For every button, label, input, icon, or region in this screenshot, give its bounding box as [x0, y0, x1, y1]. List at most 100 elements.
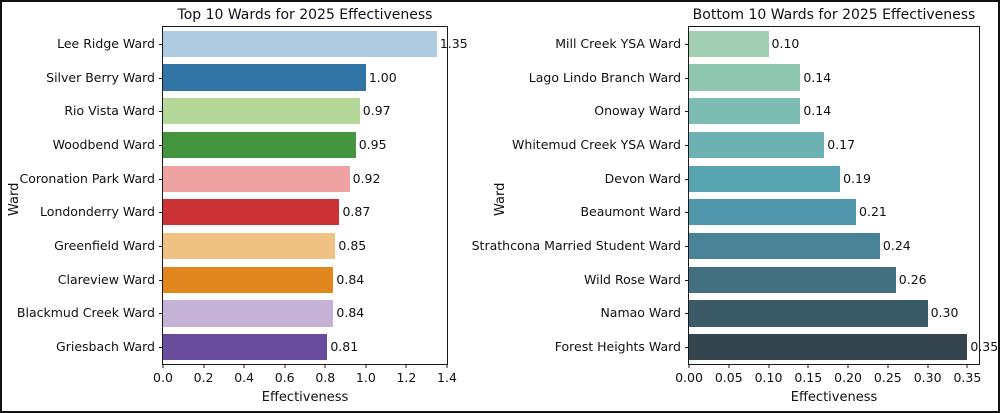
x-tick-label: 0.15 [794, 370, 823, 385]
y-tick-mark [685, 144, 689, 146]
y-tick-label: Forest Heights Ward [554, 339, 681, 355]
y-tick-label: Clareview Ward [57, 271, 155, 287]
x-tick-mark [446, 364, 448, 368]
y-tick-mark [159, 279, 163, 281]
bar [689, 266, 896, 293]
bar-value-label: 0.17 [827, 136, 856, 152]
y-tick-mark [159, 246, 163, 248]
bar-value-label: 0.84 [336, 271, 365, 287]
y-tick-mark [159, 77, 163, 79]
x-tick-mark [405, 364, 407, 368]
bar [689, 232, 880, 260]
bar [163, 232, 336, 260]
bar-value-label: 0.26 [898, 271, 927, 287]
x-tick-mark [688, 364, 690, 368]
y-tick-mark [159, 144, 163, 146]
y-tick-label: Devon Ward [604, 170, 681, 186]
bar [689, 131, 825, 159]
bar-value-label: 0.35 [970, 339, 999, 355]
x-tick-mark [966, 364, 968, 368]
y-tick-mark [685, 246, 689, 248]
y-tick-label: Namao Ward [600, 305, 681, 321]
bar-value-label: 0.87 [342, 204, 371, 220]
y-tick-label: Griesbach Ward [56, 339, 155, 355]
x-tick-mark [284, 364, 286, 368]
bottom10-y-axis-label: Ward [493, 182, 508, 216]
bar [689, 64, 801, 91]
x-tick-label: 0.8 [315, 370, 336, 385]
y-tick-mark [159, 43, 163, 45]
x-tick-label: 0.20 [834, 370, 862, 385]
x-tick-mark [324, 364, 326, 368]
y-tick-label: Silver Berry Ward [46, 69, 155, 85]
bar [163, 334, 328, 361]
bar-value-label: 0.95 [358, 136, 387, 152]
y-tick-mark [159, 212, 163, 214]
y-tick-label: Greenfield Ward [54, 238, 155, 254]
bar-value-label: 0.81 [330, 339, 359, 355]
x-tick-label: 0.25 [873, 370, 902, 385]
bottom10-chart-title: Bottom 10 Wards for 2025 Effectiveness [692, 7, 976, 23]
y-tick-label: Blackmud Creek Ward [16, 305, 155, 321]
x-tick-label: 0.4 [234, 370, 255, 385]
y-tick-label: Lago Lindo Branch Ward [528, 69, 681, 85]
bar-value-label: 0.19 [843, 170, 871, 186]
y-tick-label: Beaumont Ward [580, 204, 681, 220]
x-tick-mark [203, 364, 205, 368]
bar [689, 98, 801, 125]
y-tick-label: Woodbend Ward [52, 136, 155, 152]
y-tick-label: Rio Vista Ward [64, 103, 155, 119]
y-tick-mark [685, 77, 689, 79]
x-tick-label: 0.2 [193, 370, 214, 385]
bar [163, 300, 334, 327]
bar [689, 300, 928, 327]
y-tick-mark [159, 111, 163, 113]
bar-value-label: 0.30 [930, 305, 959, 321]
bar-value-label: 1.00 [368, 69, 397, 85]
x-tick-mark [887, 364, 889, 368]
bar-value-label: 0.24 [882, 238, 911, 254]
bar [163, 266, 334, 293]
y-tick-mark [685, 111, 689, 113]
x-tick-label: 1.0 [355, 370, 376, 385]
bar [689, 30, 769, 57]
bottom10-plot-area: Mill Creek YSA Ward 0.10 Lago Lindo Branch… [472, 26, 998, 385]
y-tick-mark [159, 347, 163, 349]
bottom10-x-axis-label: Effectiveness [790, 390, 878, 405]
top10-x-axis-label: Effectiveness [261, 390, 349, 405]
x-tick-mark [162, 364, 164, 368]
y-tick-mark [685, 347, 689, 349]
x-tick-label: 0.35 [953, 370, 982, 385]
top10-plot-area: Lee Ridge Ward 1.35 Silver Berry Ward 1.00 R… [17, 26, 468, 385]
bar [163, 199, 340, 226]
x-tick-label: 0.6 [274, 370, 295, 385]
x-tick-mark [728, 364, 730, 368]
x-tick-mark [243, 364, 245, 368]
bar-value-label: 1.35 [439, 35, 468, 51]
y-tick-label: Londonderry Ward [40, 204, 155, 220]
x-tick-label: 0.10 [754, 370, 783, 385]
y-tick-label: Whitemud Creek YSA Ward [512, 136, 681, 152]
x-tick-mark [365, 364, 367, 368]
bar [163, 30, 437, 57]
bar [689, 199, 857, 226]
x-tick-label: 0.30 [913, 370, 942, 385]
y-tick-mark [685, 313, 689, 315]
x-tick-mark [807, 364, 809, 368]
bar-value-label: 0.85 [338, 238, 367, 254]
y-tick-mark [685, 178, 689, 180]
bar [163, 64, 366, 91]
bar-value-label: 0.21 [859, 204, 887, 220]
bar [689, 334, 968, 361]
bar-value-label: 0.92 [352, 170, 381, 186]
x-tick-label: 1.2 [396, 370, 417, 385]
top10-chart-title: Top 10 Wards for 2025 Effectiveness [177, 7, 433, 23]
y-tick-label: Onoway Ward [594, 103, 681, 119]
bar [163, 98, 360, 125]
bar-value-label: 0.10 [771, 35, 800, 51]
bar-value-label: 0.84 [336, 305, 365, 321]
bar-value-label: 0.97 [362, 103, 391, 119]
x-tick-label: 1.4 [437, 370, 457, 385]
y-tick-label: Strathcona Married Student Ward [471, 238, 681, 254]
